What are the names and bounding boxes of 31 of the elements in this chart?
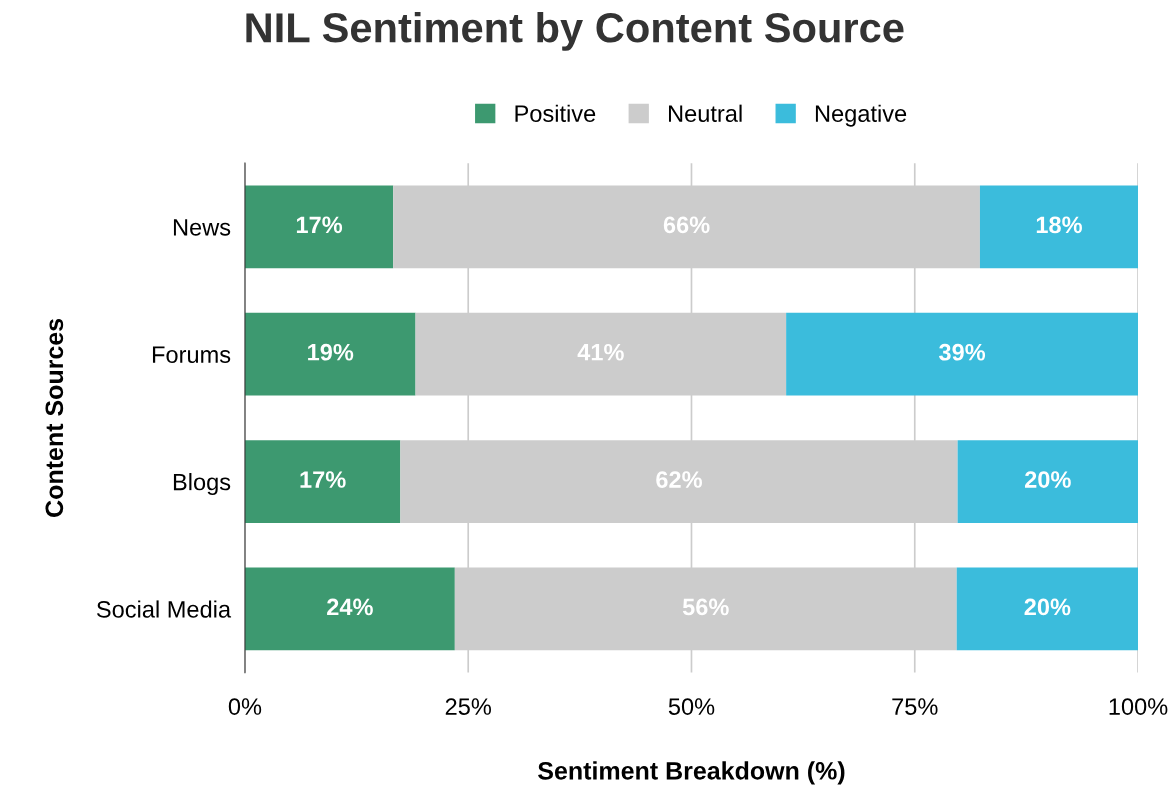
x-tick-label: 100%: [1109, 698, 1168, 715]
bar: [244, 312, 416, 396]
data-label: 17%: [296, 216, 343, 234]
y-tick-label: Forums: [152, 346, 231, 364]
bar: [979, 185, 1139, 269]
bar: [956, 567, 1139, 651]
bar: [786, 312, 1139, 396]
data-label: 39%: [938, 343, 986, 361]
x-tick-label: 0%: [228, 698, 262, 715]
data-label: 20%: [1025, 471, 1071, 488]
data-label: 24%: [327, 598, 373, 616]
data-label: 18%: [1036, 216, 1082, 234]
y-tick-label: Social Media: [96, 600, 232, 618]
data-label: 19%: [308, 343, 354, 361]
y-tick-label: Blogs: [173, 473, 231, 496]
x-axis-title: Sentiment Breakdown (%): [538, 761, 845, 785]
data-label: 20%: [1024, 598, 1071, 616]
legend-label: Negative: [815, 104, 907, 127]
bar: [957, 440, 1139, 523]
bar: [244, 185, 394, 269]
x-tick-label: 25%: [445, 698, 491, 715]
data-label: 17%: [300, 471, 346, 488]
y-axis-title: Content Sources: [45, 318, 64, 517]
x-tick-label: 75%: [892, 698, 938, 715]
bar: [244, 440, 401, 523]
bar: [244, 567, 455, 651]
legend-label: Positive: [515, 104, 596, 122]
y-tick-label: News: [173, 219, 231, 236]
x-tick-label: 50%: [668, 698, 715, 715]
chart-title: NIL Sentiment by Content Source: [246, 11, 904, 51]
legend-label: Neutral: [669, 104, 742, 122]
